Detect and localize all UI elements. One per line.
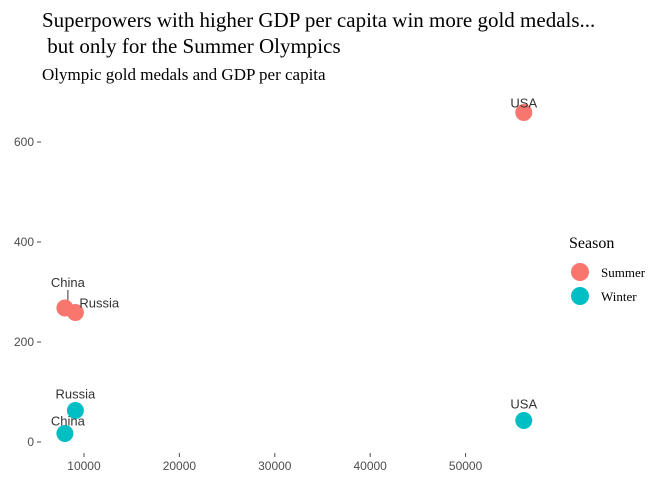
legend-label-summer: Summer bbox=[601, 265, 646, 280]
point-label-winter-russia: Russia bbox=[56, 387, 97, 402]
legend-title: Season bbox=[569, 235, 614, 252]
point-labels: USA China Russia USA Russia China bbox=[51, 96, 538, 429]
legend: Season Summer Winter bbox=[569, 235, 646, 305]
x-tick-label: 40000 bbox=[353, 459, 387, 473]
point-winter-usa bbox=[515, 412, 533, 429]
point-summer-russia bbox=[66, 304, 84, 321]
x-axis: 10000 20000 30000 40000 50000 bbox=[67, 453, 483, 473]
y-tick-label: 600 bbox=[14, 135, 34, 149]
y-tick-label: 200 bbox=[14, 335, 34, 349]
point-winter-china bbox=[56, 425, 74, 442]
legend-swatch-winter bbox=[571, 287, 589, 305]
legend-swatch-summer bbox=[571, 263, 589, 281]
chart-subtitle: Olympic gold medals and GDP per capita bbox=[42, 65, 326, 84]
point-winter-russia bbox=[66, 402, 84, 419]
legend-label-winter: Winter bbox=[601, 289, 637, 304]
chart-title: Superpowers with higher GDP per capita w… bbox=[42, 8, 595, 32]
chart-title-line2: but only for the Summer Olympics bbox=[42, 34, 341, 58]
data-points bbox=[56, 104, 533, 442]
y-tick-label: 400 bbox=[14, 235, 34, 249]
x-tick-label: 20000 bbox=[163, 459, 197, 473]
y-axis: 0 200 400 600 bbox=[14, 135, 41, 449]
x-tick-label: 50000 bbox=[449, 459, 483, 473]
point-summer-usa bbox=[515, 104, 533, 121]
point-label-summer-russia: Russia bbox=[79, 296, 120, 311]
x-tick-label: 10000 bbox=[67, 459, 101, 473]
point-label-summer-china: China bbox=[51, 275, 86, 290]
x-tick-label: 30000 bbox=[258, 459, 292, 473]
point-label-winter-usa: USA bbox=[510, 397, 537, 412]
point-label-winter-china: China bbox=[51, 414, 86, 429]
y-tick-label: 0 bbox=[27, 435, 34, 449]
point-label-summer-usa: USA bbox=[510, 96, 537, 111]
